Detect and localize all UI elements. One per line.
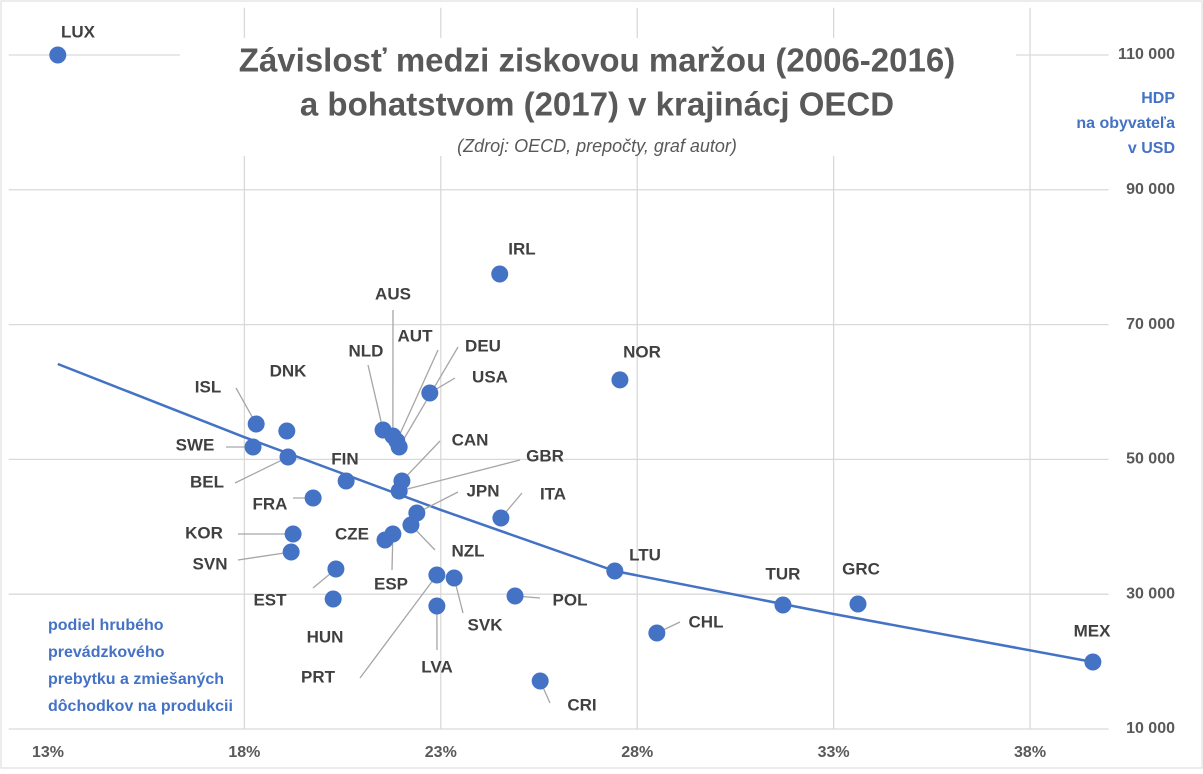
data-point: [391, 483, 408, 500]
x-tick-label: 13%: [32, 744, 64, 761]
data-point: [248, 416, 265, 433]
point-label: ESP: [374, 574, 408, 593]
point-label: DNK: [270, 361, 308, 380]
point-label: AUS: [375, 284, 411, 303]
data-point: [279, 449, 296, 466]
point-label: ISL: [195, 377, 221, 396]
y-tick-label: 90 000: [1126, 181, 1175, 198]
data-point: [849, 595, 866, 612]
data-point: [421, 385, 438, 402]
point-label: JPN: [466, 481, 499, 500]
data-point: [532, 673, 549, 690]
point-label: CZE: [335, 524, 369, 543]
point-label: CAN: [452, 430, 489, 449]
point-label: CRI: [567, 695, 596, 714]
data-point: [327, 560, 344, 577]
x-axis-label: podiel hrubého: [48, 617, 164, 634]
y-axis-label: v USD: [1128, 140, 1175, 157]
x-tick-label: 18%: [228, 744, 260, 761]
point-label: DEU: [465, 336, 501, 355]
data-point: [245, 438, 262, 455]
data-point: [325, 590, 342, 607]
point-label: CHL: [689, 612, 724, 631]
data-point: [305, 490, 322, 507]
point-label: FRA: [253, 494, 288, 513]
point-label: EST: [253, 590, 287, 609]
data-point: [278, 423, 295, 440]
y-axis-label: HDP: [1141, 90, 1175, 107]
point-label: HUN: [307, 627, 344, 646]
x-tick-label: 28%: [621, 744, 653, 761]
point-label: LVA: [421, 657, 452, 676]
data-point: [391, 438, 408, 455]
data-point: [491, 266, 508, 283]
y-tick-label: 70 000: [1126, 316, 1175, 333]
x-tick-label: 33%: [818, 744, 850, 761]
point-label: BEL: [190, 472, 224, 491]
x-tick-label: 38%: [1014, 744, 1046, 761]
data-point: [606, 563, 623, 580]
data-point: [1084, 654, 1101, 671]
point-label: PRT: [301, 667, 336, 686]
x-axis-label: dôchodkov na produkcii: [48, 698, 233, 715]
data-point: [648, 625, 665, 642]
point-label: POL: [553, 590, 588, 609]
data-point: [49, 46, 66, 63]
data-point: [283, 544, 300, 561]
data-point: [611, 371, 628, 388]
point-label: NZL: [451, 541, 484, 560]
point-label: SWE: [176, 435, 215, 454]
point-label: NOR: [623, 342, 661, 361]
point-label: SVN: [193, 554, 228, 573]
point-label: KOR: [185, 523, 223, 542]
point-label: MEX: [1074, 621, 1112, 640]
y-tick-label: 50 000: [1126, 451, 1175, 468]
y-axis-label: na obyvateľa: [1076, 115, 1175, 132]
data-point: [428, 597, 445, 614]
chart-title: Závislosť medzi ziskovou maržou (2006-20…: [239, 42, 955, 79]
data-point: [384, 526, 401, 543]
y-tick-label: 10 000: [1126, 720, 1175, 737]
data-point: [338, 472, 355, 489]
point-label: ITA: [540, 484, 566, 503]
y-tick-label: 30 000: [1126, 585, 1175, 602]
point-label: GBR: [526, 446, 564, 465]
data-point: [285, 526, 302, 543]
point-label: LUX: [61, 22, 96, 41]
x-axis-label: prebytku a zmiešaných: [48, 671, 224, 688]
data-point: [774, 596, 791, 613]
x-tick-label: 23%: [425, 744, 457, 761]
point-label: GRC: [842, 559, 880, 578]
x-axis-label: prevádzkového: [48, 644, 165, 661]
point-label: SVK: [468, 615, 504, 634]
point-label: IRL: [508, 239, 535, 258]
chart-title: a bohatstvom (2017) v krajinácj OECD: [300, 86, 894, 123]
data-point: [375, 422, 392, 439]
chart-subtitle: (Zdroj: OECD, prepočty, graf autor): [457, 136, 737, 156]
point-label: TUR: [766, 564, 801, 583]
data-point: [428, 566, 445, 583]
y-tick-label: 110 000: [1118, 46, 1175, 63]
point-label: FIN: [331, 449, 358, 468]
data-point: [402, 516, 419, 533]
data-point: [507, 588, 524, 605]
point-label: AUT: [398, 326, 434, 345]
data-point: [446, 570, 463, 587]
point-label: LTU: [629, 545, 661, 564]
point-label: NLD: [349, 341, 384, 360]
point-label: USA: [472, 367, 508, 386]
data-point: [492, 510, 509, 527]
